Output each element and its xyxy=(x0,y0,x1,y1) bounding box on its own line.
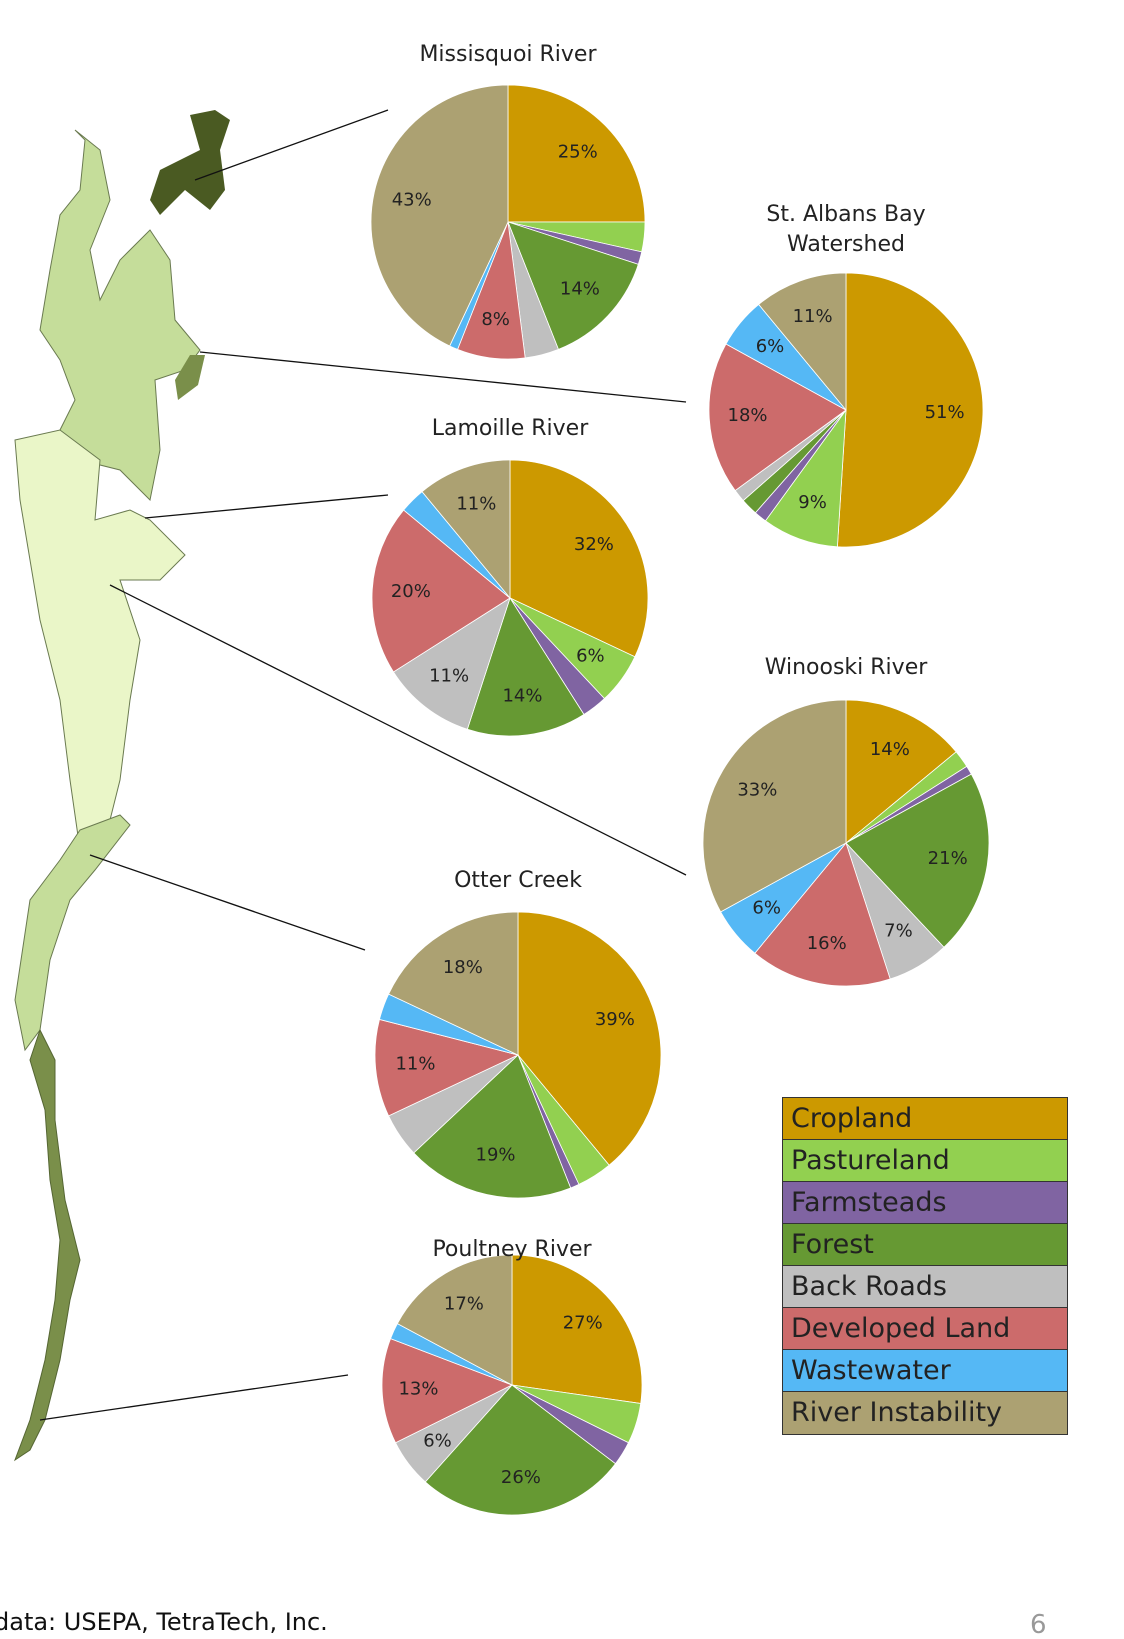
data-label: 51% xyxy=(925,402,965,423)
map-region-stalbans xyxy=(175,355,205,400)
data-label: 11% xyxy=(793,306,833,327)
pie-slice xyxy=(396,1254,513,1386)
pie-slice xyxy=(511,1254,643,1404)
pie-slice xyxy=(371,509,511,673)
legend-item: Pastureland xyxy=(783,1140,1067,1182)
pie-slice xyxy=(370,84,509,347)
data-label: 11% xyxy=(429,666,469,687)
pie-slice xyxy=(392,597,511,730)
data-label: 27% xyxy=(563,1313,603,1334)
data-label: 19% xyxy=(476,1144,516,1165)
data-label: 32% xyxy=(574,534,614,555)
pie-slice xyxy=(413,1054,572,1199)
pie-slice xyxy=(836,272,984,548)
data-label: 13% xyxy=(398,1378,438,1399)
chart-title: Otter Creek xyxy=(454,868,582,893)
pie-slice xyxy=(388,911,519,1056)
pie-slice xyxy=(507,221,639,350)
leader-line xyxy=(144,494,389,519)
data-label: 43% xyxy=(392,189,432,210)
legend-item: Wastewater xyxy=(783,1350,1067,1392)
data-label: 6% xyxy=(752,898,781,919)
data-label: 9% xyxy=(798,492,827,513)
chart-title: Missisquoi River xyxy=(419,42,597,67)
data-label: 39% xyxy=(595,1009,635,1030)
legend-item: Forest xyxy=(783,1224,1067,1266)
legend: Cropland Pastureland Farmsteads Forest Back … xyxy=(782,1097,1068,1435)
pie-slice xyxy=(507,84,646,223)
data-label: 14% xyxy=(502,686,542,707)
data-label: 11% xyxy=(456,494,496,515)
data-label: 26% xyxy=(501,1467,541,1488)
legend-item: Developed Land xyxy=(783,1308,1067,1350)
pie-slice xyxy=(424,1384,617,1516)
data-label: 21% xyxy=(928,848,968,869)
pie-slice xyxy=(702,699,847,913)
legend-item: River Instability xyxy=(783,1392,1067,1434)
pie-slice xyxy=(708,343,847,492)
leader-line xyxy=(199,351,687,403)
leader-lines xyxy=(39,109,687,1421)
map-region-central xyxy=(14,429,186,852)
leader-line xyxy=(109,584,687,876)
map-region-otter xyxy=(14,814,131,1052)
legend-item: Back Roads xyxy=(783,1266,1067,1308)
data-label: 20% xyxy=(391,581,431,602)
pie-slice xyxy=(509,459,649,658)
data-label: 11% xyxy=(395,1054,435,1075)
data-label: 25% xyxy=(558,141,598,162)
leader-line xyxy=(39,1374,349,1421)
data-label: 14% xyxy=(560,279,600,300)
data-label: 18% xyxy=(443,957,483,978)
pie-slice xyxy=(374,1018,520,1117)
chart-title: St. Albans Bay Watershed xyxy=(766,202,926,257)
pie-slice xyxy=(517,911,662,1166)
data-label: 16% xyxy=(807,933,847,954)
data-label: 6% xyxy=(423,1431,452,1452)
chart-title: Poultney River xyxy=(432,1237,592,1262)
map-region-north xyxy=(39,129,201,502)
legend-item: Farmsteads xyxy=(783,1182,1067,1224)
data-label: 14% xyxy=(870,739,910,760)
chart-title: Lamoille River xyxy=(431,416,589,441)
data-label: 18% xyxy=(728,405,768,426)
leader-line xyxy=(194,109,389,181)
leader-line xyxy=(89,854,366,951)
data-label: 8% xyxy=(481,309,510,330)
data-label: 6% xyxy=(576,645,605,666)
data-label: 6% xyxy=(756,336,785,357)
pie-slice xyxy=(421,459,511,600)
page-number: 6 xyxy=(1030,1610,1047,1639)
pie-slice xyxy=(754,842,891,987)
map-region-missisquoi xyxy=(150,110,230,215)
data-label: 17% xyxy=(444,1294,484,1315)
pie-slice xyxy=(381,1338,513,1444)
data-label: 33% xyxy=(737,780,777,801)
pie-slice xyxy=(845,699,957,844)
map-region-south xyxy=(13,1028,81,1462)
legend-item: Cropland xyxy=(783,1098,1067,1140)
pie-slice xyxy=(466,597,585,737)
chart-title: Winooski River xyxy=(764,655,928,680)
data-label: 7% xyxy=(884,921,913,942)
source-note: data: USEPA, TetraTech, Inc. xyxy=(0,1608,328,1636)
pie-slice xyxy=(758,272,847,412)
pie-slice xyxy=(845,773,990,948)
